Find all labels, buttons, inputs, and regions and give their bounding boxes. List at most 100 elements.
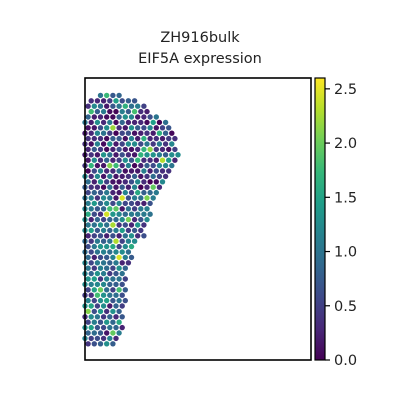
spot xyxy=(147,179,153,185)
spot xyxy=(150,152,156,158)
spot xyxy=(159,146,166,153)
spot xyxy=(131,238,138,244)
spot xyxy=(122,243,128,250)
spot xyxy=(104,200,110,207)
spot xyxy=(116,243,122,250)
spot xyxy=(110,233,116,239)
spot xyxy=(144,206,150,212)
spot xyxy=(104,308,110,315)
chart-title-line2: EIF5A expression xyxy=(138,51,262,67)
spot xyxy=(150,195,156,201)
spot xyxy=(110,135,116,142)
spot xyxy=(128,135,135,142)
spot xyxy=(113,206,119,212)
spot xyxy=(116,265,122,271)
spot xyxy=(125,108,132,115)
spot xyxy=(159,157,166,163)
spot xyxy=(110,157,116,163)
spot xyxy=(144,152,150,158)
spot xyxy=(97,265,104,271)
spot xyxy=(100,270,107,277)
spot xyxy=(131,141,138,147)
spot xyxy=(141,189,147,196)
spot xyxy=(107,216,113,223)
spot xyxy=(107,238,113,244)
spot xyxy=(88,292,94,298)
spot xyxy=(107,335,113,342)
spot xyxy=(100,173,107,180)
spot xyxy=(110,168,116,174)
spot xyxy=(110,200,116,207)
spot xyxy=(128,200,135,207)
spot xyxy=(128,179,135,185)
spot xyxy=(116,179,122,185)
spot xyxy=(85,135,91,142)
spot xyxy=(147,168,153,174)
spot xyxy=(131,130,138,136)
spot xyxy=(110,265,116,271)
spot xyxy=(97,125,104,131)
spot xyxy=(104,135,110,142)
spot xyxy=(94,173,101,180)
spot xyxy=(153,125,159,131)
spot xyxy=(100,98,107,104)
spot xyxy=(104,211,110,217)
spot xyxy=(113,119,119,126)
spot xyxy=(104,92,110,99)
spot xyxy=(85,103,91,109)
spot xyxy=(94,216,101,223)
spot xyxy=(162,162,169,169)
spot xyxy=(156,141,163,147)
spot xyxy=(91,135,98,142)
spot xyxy=(166,135,172,142)
spot xyxy=(85,114,91,120)
spot xyxy=(91,308,98,315)
spot xyxy=(128,168,135,174)
spot xyxy=(85,254,91,261)
spot xyxy=(172,146,178,153)
spot xyxy=(107,162,113,169)
colorbar-tick-label: 0.5 xyxy=(334,299,357,315)
spot xyxy=(122,222,128,228)
spot xyxy=(88,249,94,255)
spot xyxy=(100,119,107,126)
spot xyxy=(128,125,135,131)
spot xyxy=(138,162,144,169)
spot xyxy=(147,114,153,120)
spot xyxy=(153,135,159,142)
spot xyxy=(110,276,116,282)
spot xyxy=(110,319,116,325)
colorbar-tick-label: 2.5 xyxy=(334,82,357,98)
spot xyxy=(88,227,94,234)
spot xyxy=(125,130,132,136)
spot xyxy=(125,173,132,180)
spot xyxy=(97,168,104,174)
spot xyxy=(88,162,94,169)
spot xyxy=(125,227,132,234)
spot xyxy=(97,222,104,228)
spot xyxy=(94,260,101,266)
spot xyxy=(104,179,110,185)
spot xyxy=(85,168,91,174)
spot xyxy=(119,216,125,223)
spot xyxy=(85,297,91,304)
spot xyxy=(88,119,94,126)
spot xyxy=(128,211,135,217)
spot xyxy=(88,270,94,277)
spot xyxy=(97,189,104,196)
spot xyxy=(88,141,94,147)
spot xyxy=(97,179,104,185)
spot xyxy=(107,119,113,126)
spot xyxy=(147,125,153,131)
spot xyxy=(104,222,110,228)
spot xyxy=(141,233,147,239)
spot xyxy=(107,108,113,115)
spot xyxy=(91,319,98,325)
spot xyxy=(153,146,159,153)
spot xyxy=(162,130,169,136)
spot xyxy=(100,216,107,223)
spot xyxy=(135,168,141,174)
spot xyxy=(104,330,110,336)
spot xyxy=(97,114,104,120)
spot xyxy=(159,135,166,142)
